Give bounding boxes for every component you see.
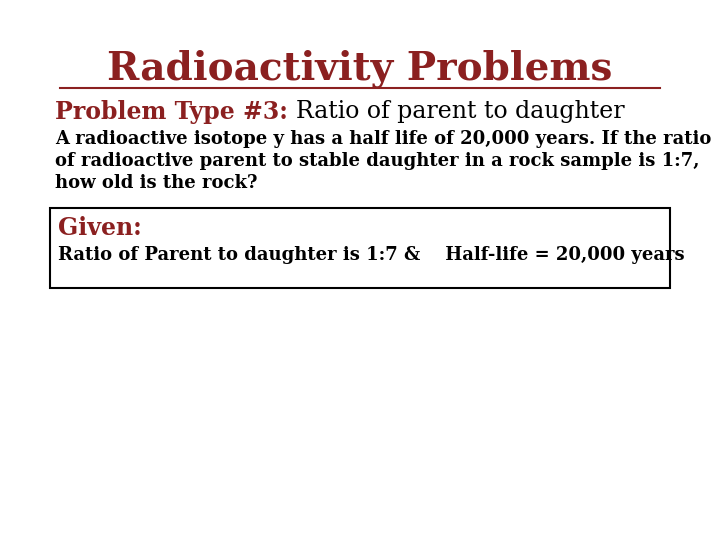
- Text: Given:: Given:: [58, 216, 142, 240]
- Text: Radioactivity Problems: Radioactivity Problems: [107, 50, 613, 89]
- Text: Problem Type #3:: Problem Type #3:: [55, 100, 296, 124]
- FancyBboxPatch shape: [50, 208, 670, 288]
- Text: Ratio of parent to daughter: Ratio of parent to daughter: [296, 100, 625, 123]
- Text: Ratio of Parent to daughter is 1:7 &    Half-life = 20,000 years: Ratio of Parent to daughter is 1:7 & Hal…: [58, 246, 685, 264]
- Text: how old is the rock?: how old is the rock?: [55, 174, 257, 192]
- Text: A radioactive isotope y has a half life of 20,000 years. If the ratio: A radioactive isotope y has a half life …: [55, 130, 711, 148]
- Text: of radioactive parent to stable daughter in a rock sample is 1:7,: of radioactive parent to stable daughter…: [55, 152, 700, 170]
